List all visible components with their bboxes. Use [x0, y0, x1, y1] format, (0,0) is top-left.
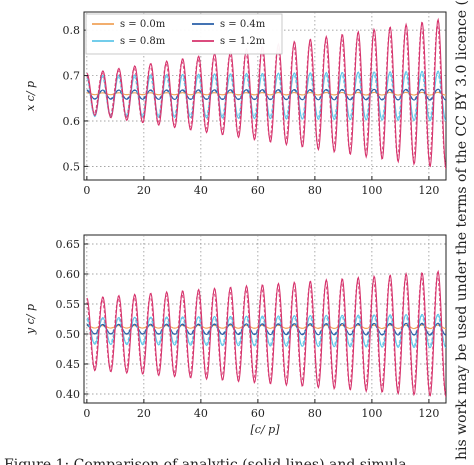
- figure-caption: Figure 1: Comparison of analytic (solid …: [4, 457, 407, 465]
- legend-entry: s = 1.2m: [220, 36, 266, 47]
- x-tick-label: 20: [137, 407, 151, 420]
- series-line-3: [86, 269, 446, 398]
- plot-frame: [83, 11, 447, 181]
- x-axis-label: [c/ p]: [251, 423, 281, 436]
- y-tick-label: 0.55: [56, 298, 81, 311]
- y-tick-label: 0.40: [56, 388, 81, 401]
- y-tick-label: 0.50: [56, 328, 81, 341]
- series-line-simulated-3: [86, 24, 446, 165]
- y-tick-label: 0.8: [63, 24, 81, 37]
- legend-entry: s = 0.4m: [220, 19, 266, 30]
- x-tick-label: 100: [361, 184, 382, 197]
- series-group: [86, 17, 446, 170]
- legend-box: [85, 13, 283, 55]
- x-tick-label: 60: [251, 407, 265, 420]
- x-tick-label: 80: [308, 184, 322, 197]
- x-tick-label: 120: [418, 407, 439, 420]
- x-tick-label: 0: [83, 407, 90, 420]
- top-panel: 0 20 40 60 80 100 120 0.5 0.6 0.7 0.8 x c/ p s = 0.0…: [24, 11, 447, 197]
- y-tick-label: 0.65: [56, 238, 81, 251]
- y-tick-label: 0.5: [63, 160, 81, 173]
- series-group: [86, 269, 446, 398]
- bottom-panel: 0 20 40 60 80 100 120 0.40 0.45 0.50 0.55 0.60 0.65 y…: [24, 234, 447, 436]
- x-tick-label: 60: [251, 184, 265, 197]
- x-tick-label: 100: [361, 407, 382, 420]
- y-axis-label: y c/ p: [24, 304, 37, 335]
- x-tick-label: 0: [83, 184, 90, 197]
- y-tick-label: 0.6: [63, 115, 81, 128]
- x-tick-label: 20: [137, 184, 151, 197]
- y-tick-label: 0.45: [56, 358, 81, 371]
- legend-entry: s = 0.0m: [120, 19, 166, 30]
- y-tick-label: 0.7: [63, 70, 81, 83]
- plot-frame: [83, 234, 447, 404]
- series-line-simulated-3: [86, 275, 446, 394]
- legend-entry: s = 0.8m: [120, 36, 166, 47]
- x-tick-label: 120: [418, 184, 439, 197]
- x-tick-label: 40: [194, 184, 208, 197]
- license-side-text: his work may be used under the terms of …: [454, 0, 470, 460]
- series-line-3: [86, 17, 446, 170]
- y-tick-label: 0.60: [56, 268, 81, 281]
- y-axis-label: x c/ p: [24, 81, 37, 111]
- x-tick-label: 80: [308, 407, 322, 420]
- x-tick-label: 40: [194, 407, 208, 420]
